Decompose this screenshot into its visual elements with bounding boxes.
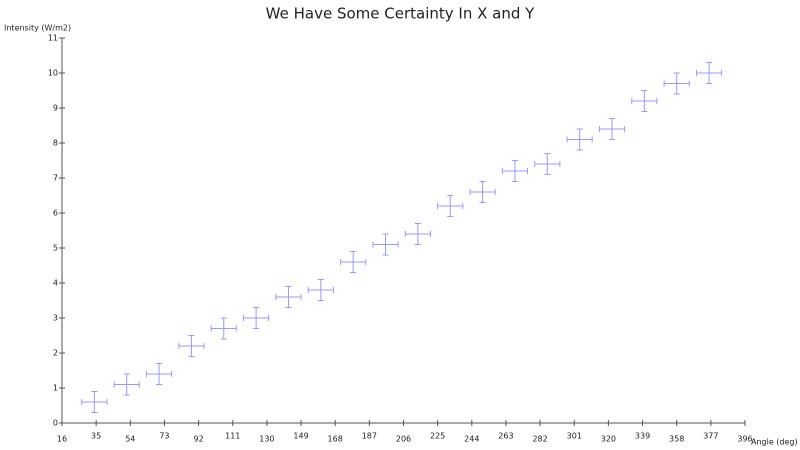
y-axis-label: Intensity (W/m2) [4,24,71,33]
x-tick-label: 111 [225,432,240,441]
x-tick-label: 358 [669,435,684,444]
x-tick-label: 130 [259,435,274,444]
x-tick-label: 301 [567,432,582,441]
y-tick-label: 4 [53,279,58,288]
x-tick-label: 377 [703,432,718,441]
y-tick-label: 11 [48,34,58,43]
y-tick-label: 7 [53,174,58,183]
x-tick-label: 206 [396,435,411,444]
x-tick-label: 282 [532,435,547,444]
y-tick-label: 3 [53,314,58,323]
x-tick-label: 187 [362,432,377,441]
x-tick-label: 263 [498,432,513,441]
y-tick-label: 6 [53,209,58,218]
chart-title: We Have Some Certainty In X and Y [266,5,535,23]
x-tick-label: 225 [430,432,445,441]
x-tick-label: 149 [293,432,308,441]
x-tick-label: 92 [194,435,204,444]
x-tick-label: 320 [601,435,616,444]
y-tick-label: 1 [53,384,58,393]
x-tick-label: 16 [57,435,67,444]
y-tick-label: 8 [53,139,58,148]
y-tick-label: 10 [48,69,58,78]
x-tick-label: 35 [91,432,101,441]
x-tick-label: 244 [464,435,479,444]
x-axis-label: Angle (deg) [751,438,798,447]
x-tick-label: 168 [328,435,343,444]
y-tick-label: 2 [53,349,58,358]
x-tick-label: 339 [635,432,650,441]
y-tick-label: 5 [53,244,58,253]
x-tick-label: 54 [125,435,135,444]
x-tick-label: 396 [737,435,752,444]
y-tick-label: 9 [53,104,58,113]
y-tick-label: 0 [53,419,58,428]
x-tick-label: 73 [159,432,169,441]
